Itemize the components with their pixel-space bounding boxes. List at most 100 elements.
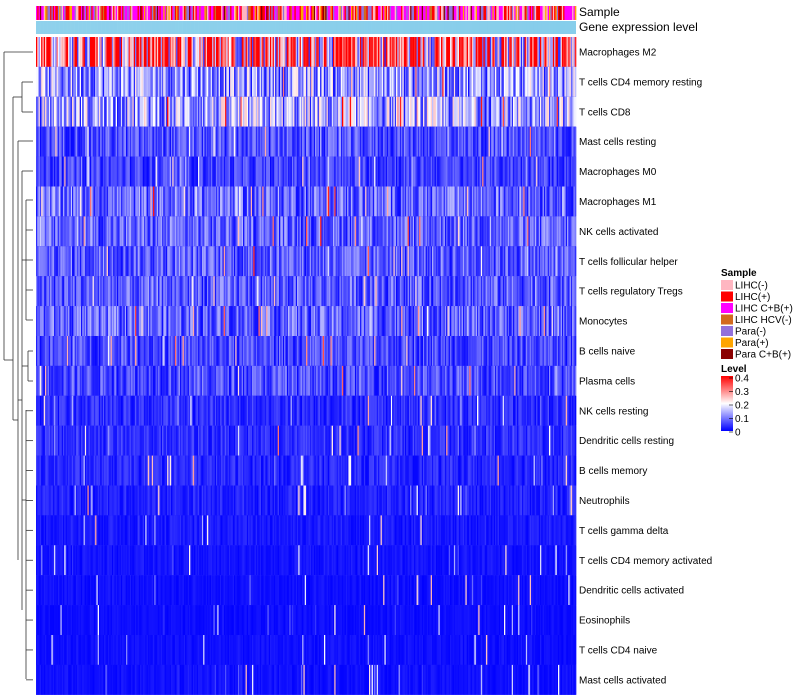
heatmap-cell [189,37,191,67]
heatmap-cell [272,216,275,247]
heatmap-cell [555,276,558,307]
heatmap-cell [284,246,286,277]
heatmap-cell [271,96,273,127]
heatmap-cell [396,186,398,217]
heatmap-cell [574,216,577,247]
sample-annotation-cell [304,6,307,20]
heatmap-cell [52,306,55,336]
heatmap-cell [344,96,347,127]
sample-annotation-cell [250,6,253,20]
heatmap-cell [172,276,174,307]
heatmap-cell [434,276,437,307]
heatmap-cell [387,186,389,217]
heatmap-cell [225,66,227,97]
heatmap-cell [514,276,516,307]
heatmap-cell [351,246,353,277]
expression-annotation-cell [371,21,376,34]
heatmap-cell [469,306,471,336]
heatmap-cell [271,246,273,277]
heatmap-cell [218,96,221,127]
heatmap-cell [509,96,511,127]
heatmap-cell [279,156,281,187]
sample-annotation-cell [550,6,552,20]
heatmap-cell [246,96,249,127]
heatmap-cell [138,96,141,127]
heatmap-cell [320,66,322,97]
heatmap-cell [285,96,288,127]
heatmap-cell [209,186,212,217]
heatmap-cell [253,66,255,97]
heatmap-cell [150,276,153,307]
sample-annotation-cell [109,6,111,20]
heatmap-cell [164,336,167,366]
heatmap-cell [245,336,248,366]
heatmap-cell [231,66,234,97]
heatmap-cell [410,186,412,217]
sample-annotation-cell [123,6,126,20]
heatmap-cell [141,126,144,157]
heatmap-cell [407,276,410,307]
heatmap-cell [365,37,367,67]
heatmap-cell [522,246,524,277]
sample-annotation-cell [536,6,538,20]
heatmap-cell [122,336,124,366]
heatmap-cell [538,96,541,127]
heatmap-cell [492,126,495,157]
heatmap-cell [524,156,527,187]
heatmap-cell [147,96,150,127]
heatmap-cell [189,306,191,336]
heatmap-cell [502,276,505,307]
heatmap-cell [54,336,56,366]
heatmap-cell [565,126,568,157]
sample-annotation-cell [117,6,119,20]
heatmap-cell [162,216,164,247]
heatmap-cell [475,186,478,217]
heatmap-cell [531,156,533,187]
heatmap-cell [349,276,352,307]
heatmap-cell [478,156,480,187]
heatmap-cell [42,96,45,127]
heatmap-cell [555,96,558,127]
heatmap-cell [223,276,226,307]
heatmap-cell [214,276,217,307]
heatmap-cell [241,216,244,247]
sample-annotation-cell [239,6,241,20]
heatmap-cell [439,186,442,217]
sample-annotation-cell [231,6,234,20]
heatmap-cell [393,246,396,277]
heatmap-cell [36,186,38,217]
heatmap-cell [455,216,457,247]
heatmap-cell [253,156,255,187]
heatmap-cell [470,156,473,187]
heatmap-cell [51,336,54,366]
expression-annotation-cell [294,21,299,34]
heatmap-cell [311,126,313,157]
heatmap-cell [258,216,261,247]
heatmap-cell [290,66,293,97]
heatmap-cell [43,306,46,336]
heatmap-cell [158,216,160,247]
sample-annotation-cell [540,6,542,20]
heatmap-cell [141,336,144,366]
heatmap-cell [61,66,64,97]
heatmap-cell [536,306,538,336]
heatmap-cell [534,246,537,277]
sample-annotation-cell [448,6,451,20]
heatmap-cell [345,37,348,67]
heatmap-cell [158,96,160,127]
heatmap-cell [345,126,348,157]
heatmap-cell [501,37,504,67]
sample-annotation-cell [343,6,345,20]
heatmap-cell [429,37,432,67]
heatmap-cell [515,306,518,336]
heatmap-cell [442,246,444,277]
heatmap-cell [172,216,174,247]
heatmap-cell [397,246,399,277]
heatmap-cell [128,216,131,247]
heatmap-cell [558,156,560,187]
heatmap-cell [262,126,264,157]
heatmap-cell [560,186,563,217]
sample-annotation-cell [433,6,435,20]
heatmap-cell [533,126,536,157]
heatmap-cell [79,246,82,277]
